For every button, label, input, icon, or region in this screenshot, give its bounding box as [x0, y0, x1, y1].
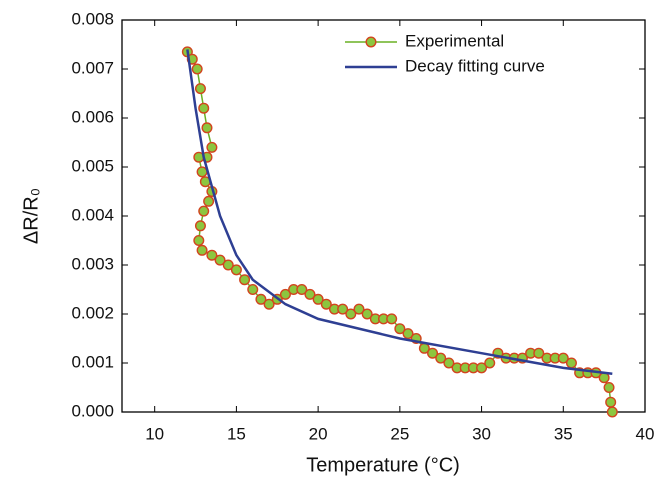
x-axis-label: Temperature (°C) [306, 454, 460, 476]
data-point [194, 220, 206, 232]
data-point [533, 347, 545, 359]
data-point [603, 382, 615, 394]
data-point [476, 362, 488, 374]
data-point [214, 254, 226, 266]
data-point [247, 284, 259, 296]
data-point [484, 357, 496, 369]
x-tick-label: 25 [390, 424, 409, 443]
legend-label: Decay fitting curve [405, 56, 545, 75]
y-tick-label: 0.004 [71, 205, 114, 224]
data-point [320, 298, 332, 310]
data-point [443, 357, 455, 369]
data-point [304, 288, 316, 300]
data-point [194, 83, 206, 95]
x-tick-label: 30 [472, 424, 491, 443]
data-point [201, 122, 213, 134]
data-point [605, 396, 617, 408]
data-point [312, 293, 324, 305]
data-point [402, 328, 414, 340]
x-tick-label: 40 [636, 424, 655, 443]
data-point [263, 298, 275, 310]
data-point [606, 406, 618, 418]
plot-frame [121, 19, 646, 413]
data-point [191, 63, 203, 75]
y-tick-label: 0.003 [71, 254, 114, 273]
data-point [198, 102, 210, 114]
data-point [196, 244, 208, 256]
data-point [353, 303, 365, 315]
x-tick-label: 20 [309, 424, 328, 443]
data-point [435, 352, 447, 364]
data-point [394, 323, 406, 335]
data-point [255, 293, 267, 305]
data-point [203, 195, 215, 207]
y-tick-label: 0.006 [71, 107, 114, 126]
y-tick-label: 0.002 [71, 303, 114, 322]
data-point [427, 347, 439, 359]
data-point [565, 357, 577, 369]
y-tick-label: 0.005 [71, 156, 114, 175]
series-line [186, 49, 613, 376]
data-point [557, 352, 569, 364]
y-tick-label: 0.008 [71, 9, 114, 28]
data-point [337, 303, 349, 315]
y-tick-label: 0.000 [71, 401, 114, 420]
x-tick-label: 15 [227, 424, 246, 443]
y-tick-label: 0.001 [71, 352, 114, 371]
data-point [239, 274, 251, 286]
data-point [198, 205, 210, 217]
y-tick-label: 0.007 [71, 58, 114, 77]
data-point [193, 234, 205, 246]
legend-label: Experimental [405, 31, 504, 50]
data-point [361, 308, 373, 320]
data-point [345, 308, 357, 320]
data-point [279, 288, 291, 300]
data-point [222, 259, 234, 271]
data-point [196, 166, 208, 178]
data-point [230, 264, 242, 276]
data-point [296, 284, 308, 296]
data-point [386, 313, 398, 325]
x-tick-label: 35 [554, 424, 573, 443]
y-axis-label: ΔR/R₀ [20, 188, 42, 244]
legend-marker [365, 36, 377, 48]
data-point [206, 141, 218, 153]
data-point [206, 249, 218, 261]
x-tick-label: 10 [145, 424, 164, 443]
